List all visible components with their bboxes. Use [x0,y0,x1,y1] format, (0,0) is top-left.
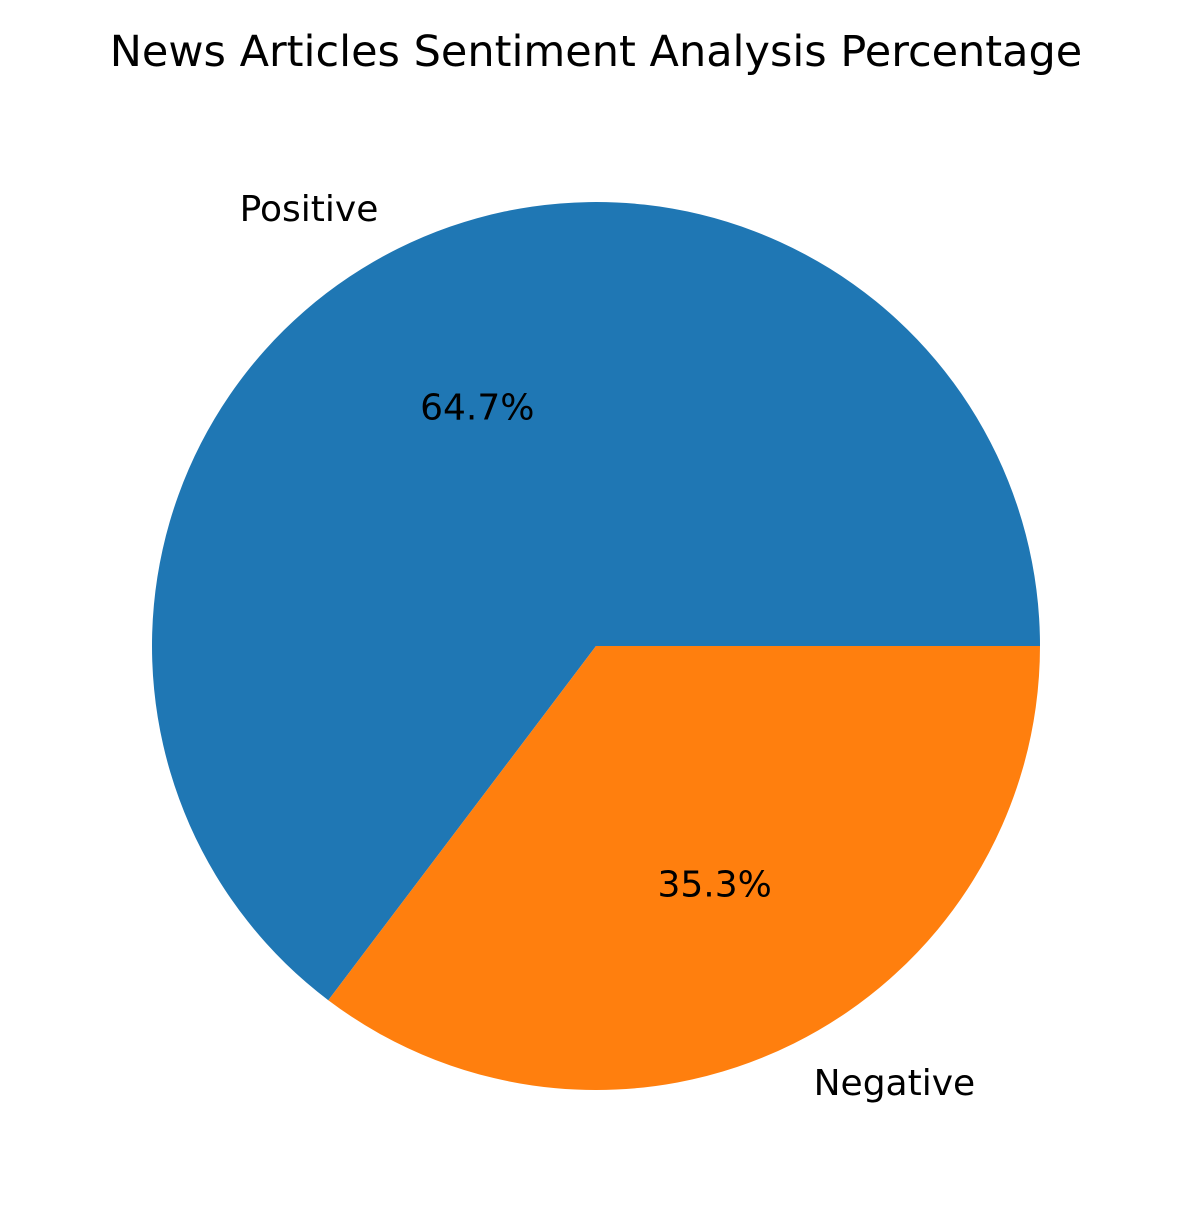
slice-label-positive: Positive [240,189,379,230]
slice-percent-negative: 35.3% [658,864,772,905]
chart-title: News Articles Sentiment Analysis Percent… [110,27,1083,77]
slice-label-negative: Negative [814,1063,976,1104]
pie-slice-negative [328,646,1040,1090]
slice-percent-positive: 64.7% [420,388,534,429]
pie-slice-positive [152,202,1040,1001]
